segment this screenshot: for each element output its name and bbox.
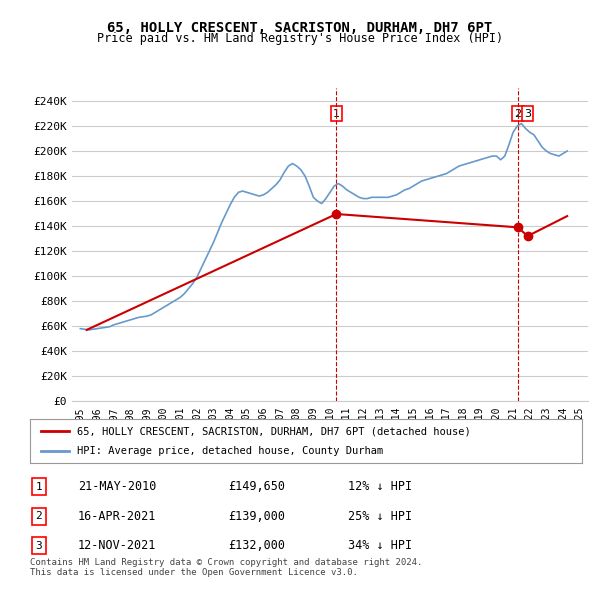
Text: 2: 2 [514,109,521,119]
Text: 21-MAY-2010: 21-MAY-2010 [78,480,157,493]
Text: Contains HM Land Registry data © Crown copyright and database right 2024.
This d: Contains HM Land Registry data © Crown c… [30,558,422,577]
Text: 34% ↓ HPI: 34% ↓ HPI [348,539,412,552]
Text: 3: 3 [35,541,43,550]
Text: HPI: Average price, detached house, County Durham: HPI: Average price, detached house, Coun… [77,446,383,455]
Text: 16-APR-2021: 16-APR-2021 [78,510,157,523]
Text: Price paid vs. HM Land Registry's House Price Index (HPI): Price paid vs. HM Land Registry's House … [97,32,503,45]
Text: £149,650: £149,650 [228,480,285,493]
Text: £132,000: £132,000 [228,539,285,552]
Text: 3: 3 [524,109,531,119]
Text: 25% ↓ HPI: 25% ↓ HPI [348,510,412,523]
Text: 65, HOLLY CRESCENT, SACRISTON, DURHAM, DH7 6PT (detached house): 65, HOLLY CRESCENT, SACRISTON, DURHAM, D… [77,427,470,436]
Text: 1: 1 [333,109,340,119]
Text: 65, HOLLY CRESCENT, SACRISTON, DURHAM, DH7 6PT: 65, HOLLY CRESCENT, SACRISTON, DURHAM, D… [107,21,493,35]
Text: 12% ↓ HPI: 12% ↓ HPI [348,480,412,493]
Text: £139,000: £139,000 [228,510,285,523]
Text: 2: 2 [35,512,43,521]
Text: 1: 1 [35,482,43,491]
Text: 12-NOV-2021: 12-NOV-2021 [78,539,157,552]
